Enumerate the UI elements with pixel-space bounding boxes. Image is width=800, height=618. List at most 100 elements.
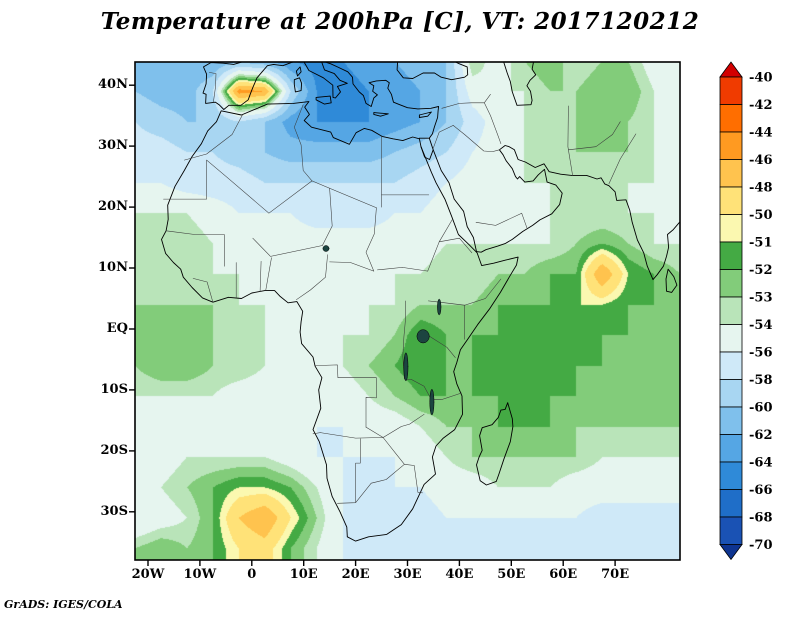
country-border xyxy=(322,187,333,246)
colorbar-tick-label: -70 xyxy=(749,538,773,553)
colorbar-box xyxy=(719,214,743,243)
lake xyxy=(429,389,435,416)
colorbar-box xyxy=(719,406,743,435)
colorbar-box xyxy=(719,186,743,215)
colorbar-tick-label: -58 xyxy=(749,373,773,388)
colorbar-tick-label: -68 xyxy=(749,511,773,526)
country-border xyxy=(411,379,462,400)
x-tick-label: 10E xyxy=(289,567,318,582)
coastline xyxy=(161,101,519,542)
x-tick-label: 50E xyxy=(497,567,526,582)
country-border xyxy=(259,261,262,292)
country-border xyxy=(311,180,377,208)
coastline xyxy=(665,268,678,293)
colorbar-tick-label: -62 xyxy=(749,428,773,443)
colorbar-box xyxy=(719,131,743,160)
colorbar-tick-label: -51 xyxy=(749,236,773,251)
colorbar-box xyxy=(719,351,743,380)
coastline xyxy=(293,77,303,93)
country-border xyxy=(294,104,313,182)
colorbar-box xyxy=(719,269,743,298)
country-border xyxy=(484,102,502,144)
colorbar-box xyxy=(719,296,743,325)
y-tick-label: 30S xyxy=(100,503,128,519)
x-tick-label: 70E xyxy=(601,567,630,582)
country-border xyxy=(329,261,375,272)
country-border xyxy=(165,230,225,267)
country-border xyxy=(208,72,217,103)
coastline xyxy=(396,62,469,81)
x-tick-label: 10W xyxy=(183,567,217,582)
coastline xyxy=(432,145,680,281)
country-border xyxy=(475,212,522,226)
country-border xyxy=(382,437,415,466)
colorbar-box xyxy=(719,324,743,353)
country-border xyxy=(432,125,454,150)
y-tick-label: 30N xyxy=(98,138,128,154)
y-tick-label: 10S xyxy=(100,381,128,397)
country-border xyxy=(184,114,243,161)
lake xyxy=(322,245,330,252)
country-border xyxy=(438,237,473,254)
country-border xyxy=(441,94,491,109)
lake xyxy=(416,329,430,344)
x-tick-label: 30E xyxy=(393,567,422,582)
y-tick-label: EQ xyxy=(106,320,128,336)
colorbar-tick-label: -44 xyxy=(749,126,773,141)
colorbar-box xyxy=(719,461,743,490)
x-tick-label: 20E xyxy=(341,567,370,582)
country-border xyxy=(252,237,323,257)
coastline xyxy=(202,62,296,110)
y-tick-label: 40N xyxy=(98,77,128,93)
colorbar-box xyxy=(719,76,743,105)
colorbar-arrow-bottom xyxy=(719,544,743,561)
chart-title: Temperature at 200hPa [C], VT: 201712021… xyxy=(100,8,700,35)
coastline xyxy=(503,62,537,106)
colorbar-box xyxy=(719,241,743,270)
colorbar-box xyxy=(719,434,743,463)
country-border xyxy=(567,105,573,176)
country-border xyxy=(521,212,528,229)
x-tick-label: 60E xyxy=(549,567,578,582)
colorbar-arrow-top xyxy=(719,61,743,78)
country-border xyxy=(192,278,214,303)
country-border xyxy=(427,334,456,358)
colorbar-box xyxy=(719,489,743,518)
country-border xyxy=(314,364,377,428)
colorbar-tick-label: -40 xyxy=(749,71,773,86)
colorbar-tick-label: -56 xyxy=(749,346,773,361)
colorbar: -40 -42 -44 -46 -48 -50 -51 -52 -53 -54 -56 -58 -60 -… xyxy=(719,61,773,561)
colorbar-tick-label: -53 xyxy=(749,291,773,306)
country-border xyxy=(337,464,405,504)
coastline xyxy=(373,112,389,117)
country-border xyxy=(312,432,384,439)
y-tick-label: 20N xyxy=(98,199,128,215)
country-border xyxy=(413,465,423,494)
credit-text: GrADS: IGES/COLA xyxy=(4,598,123,611)
temperature-heatmap-canvas xyxy=(135,62,680,560)
coastline xyxy=(323,62,440,139)
colorbar-tick-label: -50 xyxy=(749,208,773,223)
country-border xyxy=(265,257,272,291)
country-border xyxy=(365,207,377,272)
colorbar-tick-label: -54 xyxy=(749,318,773,333)
colorbar-tick-label: -60 xyxy=(749,401,773,416)
country-border xyxy=(296,254,328,300)
colorbar-tick-label: -42 xyxy=(749,98,773,113)
colorbar-tick-label: -46 xyxy=(749,153,773,168)
x-tick-label: 40E xyxy=(445,567,474,582)
colorbar-box xyxy=(719,516,743,545)
country-border xyxy=(568,121,621,151)
x-tick-label: 0 xyxy=(247,567,257,582)
country-border xyxy=(608,133,637,185)
colorbar-box xyxy=(719,159,743,188)
colorbar-tick-label: -64 xyxy=(749,456,773,471)
coastline xyxy=(476,402,514,486)
colorbar-box xyxy=(719,104,743,133)
lake xyxy=(403,352,409,382)
colorbar-tick-label: -52 xyxy=(749,263,773,278)
country-border xyxy=(452,125,500,152)
x-tick-label: 20W xyxy=(131,567,165,582)
